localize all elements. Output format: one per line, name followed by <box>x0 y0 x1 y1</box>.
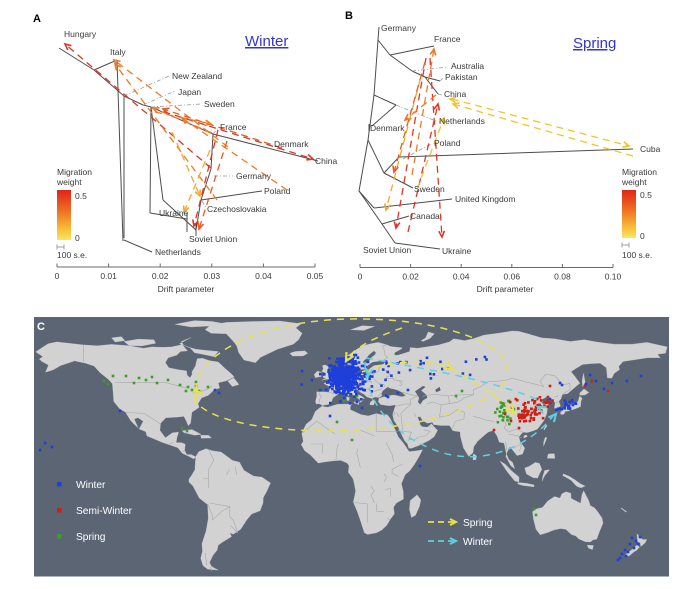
svg-text:Sweden: Sweden <box>414 184 445 194</box>
svg-text:Sweden: Sweden <box>204 99 235 109</box>
svg-text:A: A <box>33 13 41 25</box>
svg-text:0.02: 0.02 <box>152 271 169 281</box>
svg-text:0.10: 0.10 <box>605 272 622 282</box>
svg-text:Netherlands: Netherlands <box>155 247 201 257</box>
svg-text:0: 0 <box>55 271 60 281</box>
svg-text:weight: weight <box>56 177 82 187</box>
svg-text:China: China <box>444 89 466 99</box>
svg-text:Spring: Spring <box>76 532 106 543</box>
svg-text:Italy: Italy <box>110 47 126 57</box>
svg-text:Drift parameter: Drift parameter <box>158 284 215 294</box>
svg-text:Ukraine: Ukraine <box>442 246 472 256</box>
svg-text:United Kingdom: United Kingdom <box>455 194 515 204</box>
svg-text:0.04: 0.04 <box>453 272 470 282</box>
svg-text:Denmark: Denmark <box>370 123 405 133</box>
svg-text:Soviet Union: Soviet Union <box>363 245 411 255</box>
svg-text:Germany: Germany <box>381 23 417 33</box>
svg-text:Soviet Union: Soviet Union <box>189 234 237 244</box>
svg-text:Japan: Japan <box>178 87 201 97</box>
svg-text:Netherlands: Netherlands <box>439 116 485 126</box>
svg-text:Germany: Germany <box>236 171 272 181</box>
svg-text:Winter: Winter <box>76 480 106 491</box>
svg-text:China: China <box>315 156 337 166</box>
svg-text:0.5: 0.5 <box>640 190 652 200</box>
svg-text:Poland: Poland <box>434 138 461 148</box>
svg-text:Australia: Australia <box>451 61 484 71</box>
svg-text:Poland: Poland <box>264 186 291 196</box>
svg-text:Drift parameter: Drift parameter <box>477 284 534 294</box>
svg-text:100 s.e.: 100 s.e. <box>622 250 652 260</box>
svg-text:0: 0 <box>640 231 645 241</box>
svg-text:0: 0 <box>358 272 363 282</box>
svg-text:Winter: Winter <box>463 537 493 548</box>
svg-text:France: France <box>434 34 461 44</box>
svg-text:France: France <box>220 122 247 132</box>
svg-text:Denmark: Denmark <box>274 139 309 149</box>
svg-text:0.02: 0.02 <box>402 272 419 282</box>
svg-text:0.5: 0.5 <box>75 191 87 201</box>
svg-text:Spring: Spring <box>463 518 493 529</box>
svg-text:Pakistan: Pakistan <box>445 72 478 82</box>
svg-text:100 s.e.: 100 s.e. <box>57 250 87 260</box>
svg-text:Canada: Canada <box>410 211 440 221</box>
svg-text:0.06: 0.06 <box>504 272 521 282</box>
svg-text:0.05: 0.05 <box>307 271 324 281</box>
svg-text:New Zealand: New Zealand <box>172 71 222 81</box>
svg-text:Czechoslovakia: Czechoslovakia <box>207 204 267 214</box>
svg-text:B: B <box>345 10 353 22</box>
svg-text:C: C <box>37 321 45 333</box>
svg-text:weight: weight <box>621 177 647 187</box>
svg-text:Hungary: Hungary <box>64 29 97 39</box>
svg-text:Winter: Winter <box>245 33 288 50</box>
svg-text:Cuba: Cuba <box>640 144 661 154</box>
svg-text:0.01: 0.01 <box>100 271 117 281</box>
svg-text:Migration: Migration <box>622 167 657 177</box>
svg-text:Spring: Spring <box>573 35 616 52</box>
svg-text:0.04: 0.04 <box>255 271 272 281</box>
svg-text:Ukraine: Ukraine <box>159 208 189 218</box>
svg-text:0.08: 0.08 <box>554 272 571 282</box>
svg-text:Semi-Winter: Semi-Winter <box>76 506 133 517</box>
svg-text:0: 0 <box>75 233 80 243</box>
svg-text:Migration: Migration <box>57 167 92 177</box>
svg-text:0.03: 0.03 <box>204 271 221 281</box>
